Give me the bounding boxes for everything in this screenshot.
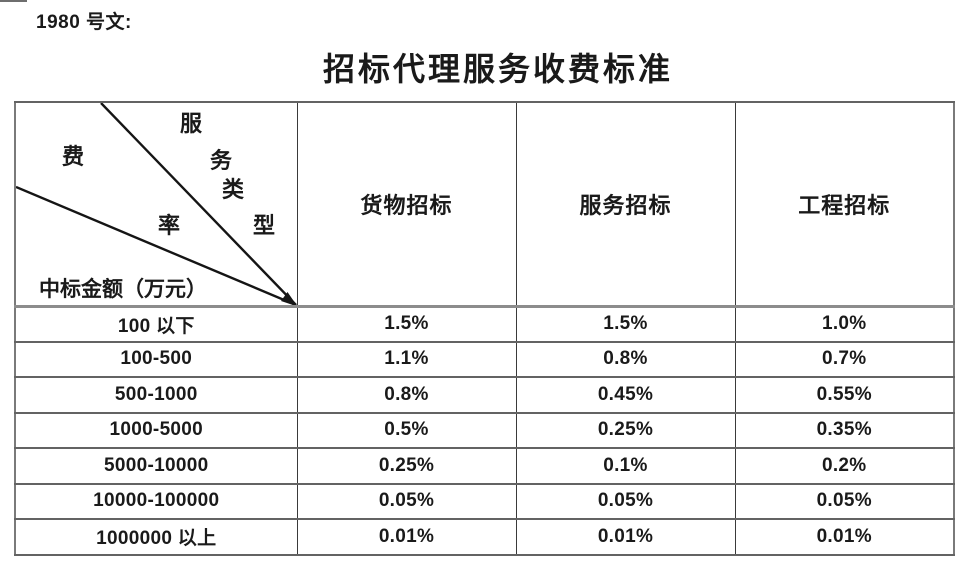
fee-rate-cell: 0.05%: [296, 482, 517, 520]
fee-rate-cell: 0.1%: [515, 447, 736, 485]
amount-range-cell: 10000-100000: [14, 482, 298, 520]
fee-table-body: 100 以下 1.5% 1.5% 1.0% 100-500 1.1% 0.8% 0.7% 500…: [14, 305, 955, 556]
page-title: 招标代理服务收费标准: [322, 50, 673, 88]
document-number: 1980 号文:: [36, 12, 132, 33]
amount-range-cell: 100 以下: [14, 305, 298, 343]
fee-rate-cell: 0.45%: [515, 376, 736, 414]
table-row: 1000-5000 0.5% 0.25% 0.35%: [14, 411, 955, 449]
column-header-engineering: 工程招标: [734, 101, 955, 308]
table-row: 1000000 以上 0.01% 0.01% 0.01%: [14, 518, 955, 556]
fee-rate-cell: 0.01%: [734, 518, 955, 556]
amount-range-cell: 1000-5000: [14, 411, 298, 449]
corner-rate-char: 率: [157, 213, 181, 239]
corner-service-type-char: 务: [209, 148, 233, 174]
corner-fee-char: 费: [61, 144, 85, 170]
fee-rate-cell: 1.0%: [734, 305, 955, 343]
diagonal-corner-inner: 服 务 类 型 费 率 中标金额（万元）: [16, 104, 296, 303]
diagonal-divider-lines: [16, 104, 296, 303]
amount-axis-label: 中标金额（万元）: [39, 275, 207, 301]
amount-range-cell: 100-500: [14, 340, 298, 378]
fee-rate-cell: 0.01%: [296, 518, 517, 556]
amount-range-cell: 1000000 以上: [14, 518, 298, 556]
fee-rate-cell: 0.55%: [734, 376, 955, 414]
fee-rate-cell: 0.35%: [734, 411, 955, 449]
amount-range-cell: 5000-10000: [14, 447, 298, 485]
corner-service-type-char: 类: [221, 177, 245, 203]
table-row: 500-1000 0.8% 0.45% 0.55%: [14, 376, 955, 414]
column-header-goods: 货物招标: [296, 101, 517, 308]
corner-service-type-char: 服: [179, 111, 203, 137]
fee-rate-cell: 0.05%: [734, 482, 955, 520]
diagonal-corner-cell: 服 务 类 型 费 率 中标金额（万元）: [14, 101, 298, 308]
header-row: 服 务 类 型 费 率 中标金额（万元） 货物招标 服务招标 工程招标: [14, 101, 955, 308]
fee-rate-cell: 0.7%: [734, 340, 955, 378]
table-row: 10000-100000 0.05% 0.05% 0.05%: [14, 482, 955, 520]
fee-rate-cell: 0.8%: [296, 376, 517, 414]
table-row: 100 以下 1.5% 1.5% 1.0%: [14, 305, 955, 343]
corner-service-type-char: 型: [252, 213, 276, 239]
fee-rate-cell: 1.1%: [296, 340, 517, 378]
top-edge-artifact: [0, 0, 27, 2]
fee-rate-cell: 0.25%: [296, 447, 517, 485]
fee-rate-cell: 1.5%: [296, 305, 517, 343]
fee-rate-cell: 0.2%: [734, 447, 955, 485]
fee-rate-cell: 0.01%: [515, 518, 736, 556]
fee-rate-cell: 0.05%: [515, 482, 736, 520]
fee-rate-cell: 0.25%: [515, 411, 736, 449]
table-row: 5000-10000 0.25% 0.1% 0.2%: [14, 447, 955, 485]
fee-rate-cell: 0.8%: [515, 340, 736, 378]
fee-rate-cell: 1.5%: [515, 305, 736, 343]
fee-rate-cell: 0.5%: [296, 411, 517, 449]
fee-standard-table: 服 务 类 型 费 率 中标金额（万元） 货物招标 服务招标 工程招标 100 …: [14, 101, 955, 556]
table-row: 100-500 1.1% 0.8% 0.7%: [14, 340, 955, 378]
amount-range-cell: 500-1000: [14, 376, 298, 414]
column-header-service: 服务招标: [515, 101, 736, 308]
